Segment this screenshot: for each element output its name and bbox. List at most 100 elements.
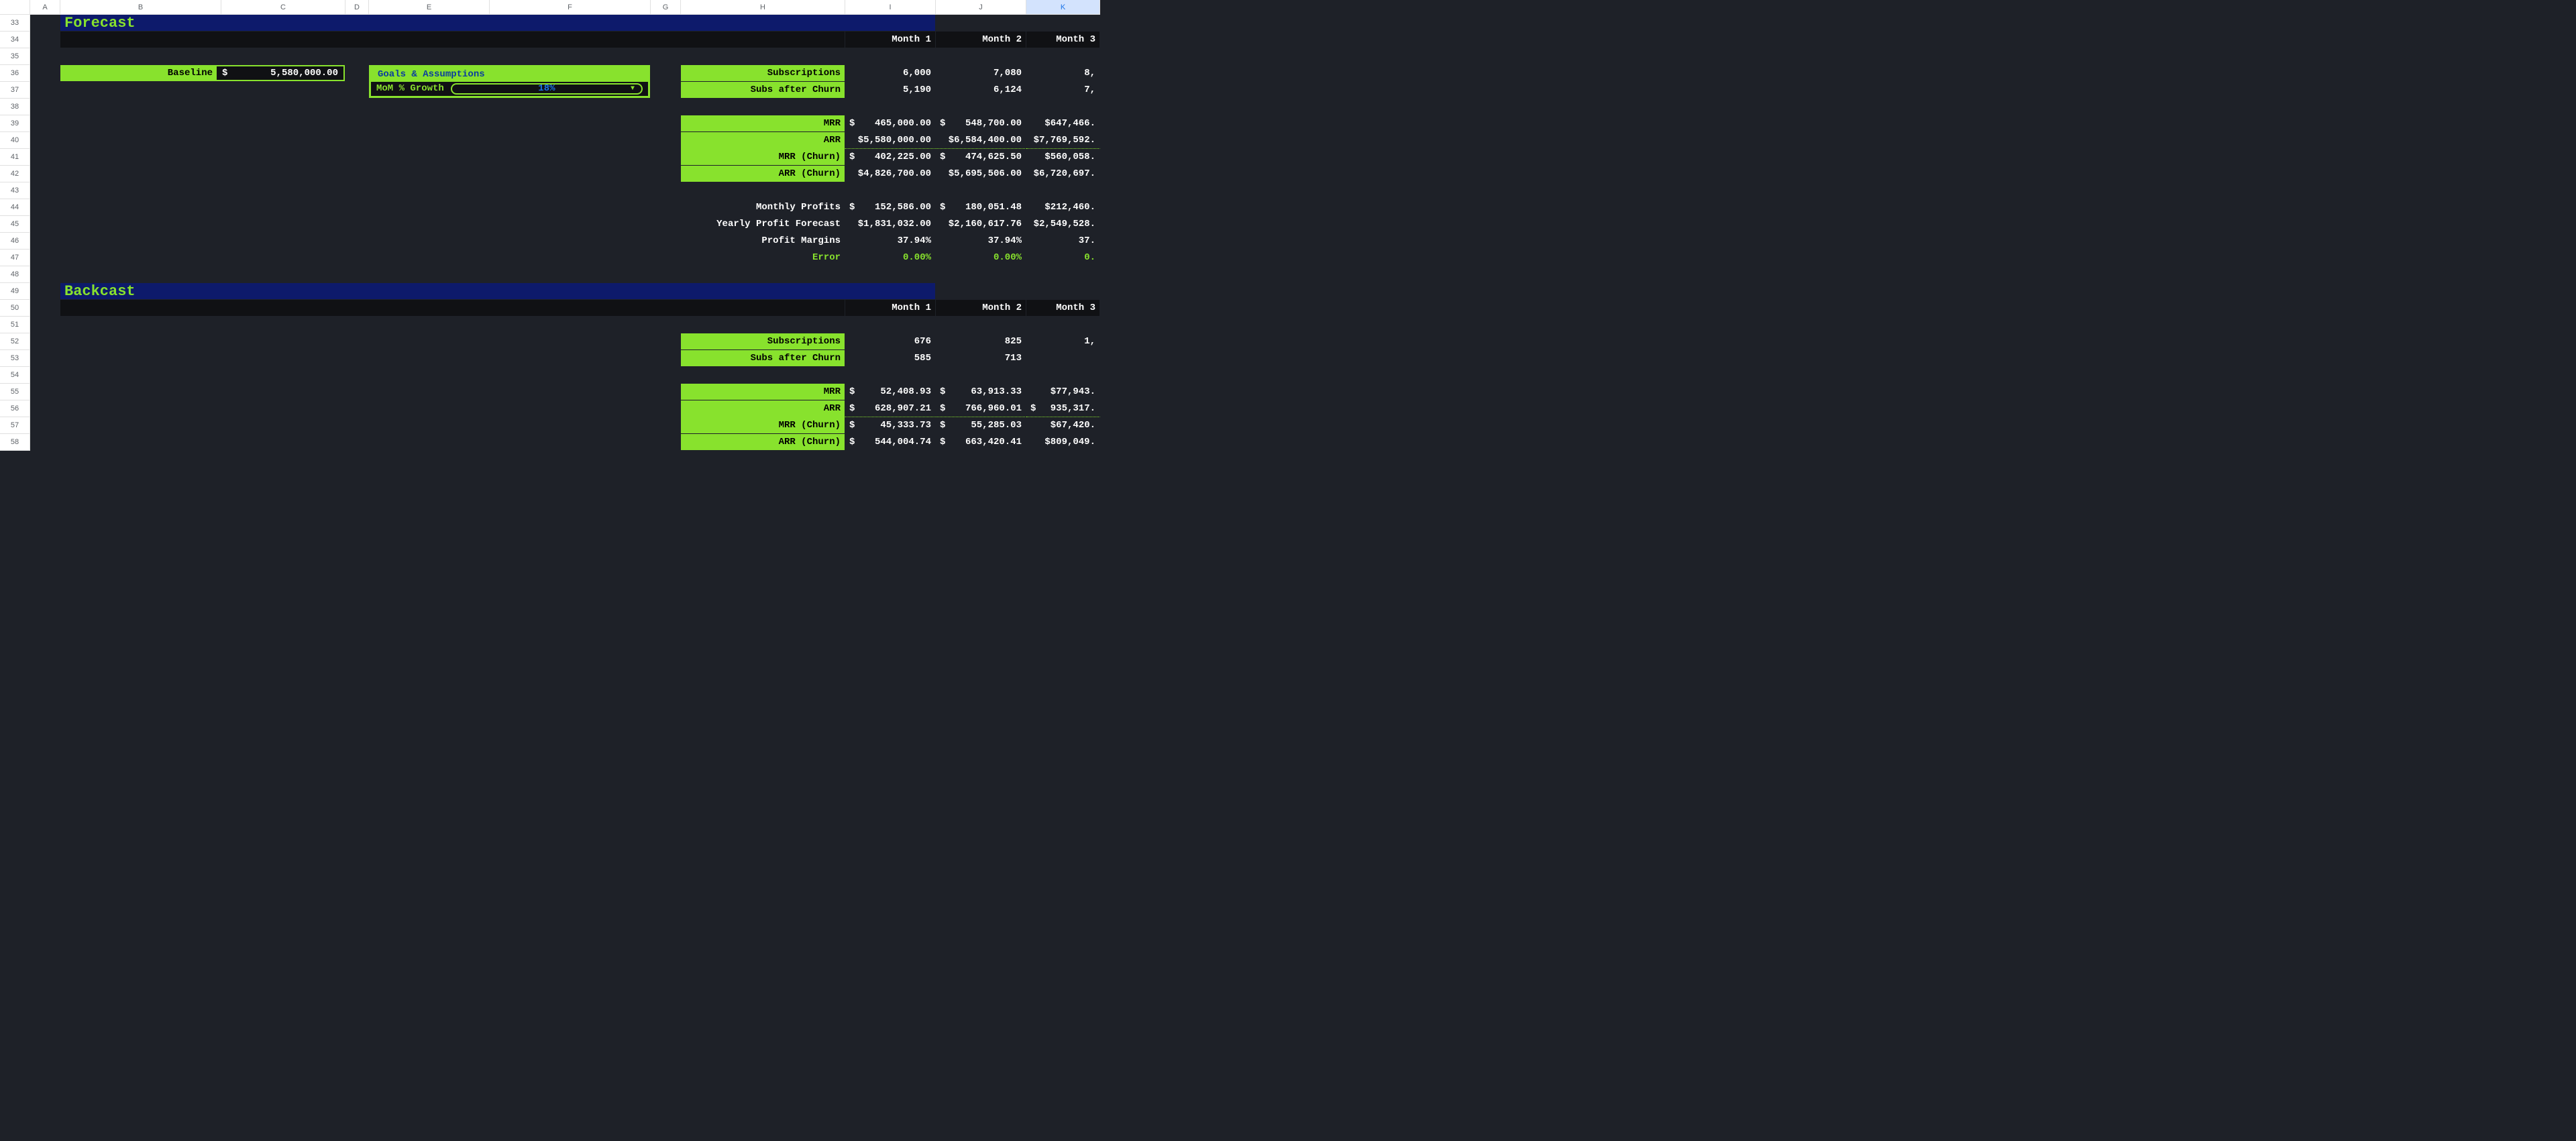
cell[interactable] [60, 182, 221, 199]
cell[interactable] [845, 48, 936, 65]
col-header-I[interactable]: I [845, 0, 936, 15]
cell[interactable] [30, 115, 60, 132]
value-cell[interactable]: $212,460. [1026, 199, 1100, 216]
cell[interactable] [369, 400, 490, 417]
cell[interactable] [651, 250, 681, 266]
cell[interactable] [651, 317, 681, 333]
cell[interactable] [369, 182, 490, 199]
cell[interactable] [490, 233, 651, 250]
cell[interactable] [936, 48, 1026, 65]
cell[interactable] [221, 400, 345, 417]
cell[interactable] [60, 166, 221, 182]
cell[interactable] [490, 132, 651, 149]
value-cell[interactable]: $663,420.41 [936, 434, 1026, 451]
cell[interactable] [30, 350, 60, 367]
col-header-J[interactable]: J [936, 0, 1026, 15]
cell[interactable] [845, 266, 936, 283]
row-header-39[interactable]: 39 [0, 115, 30, 132]
cell[interactable] [60, 317, 221, 333]
value-cell[interactable]: $474,625.50 [936, 149, 1026, 166]
cell[interactable] [60, 400, 221, 417]
cell[interactable] [221, 384, 345, 400]
cell[interactable] [369, 434, 490, 451]
cell[interactable] [60, 48, 221, 65]
cell[interactable] [60, 266, 221, 283]
cell[interactable] [221, 199, 345, 216]
cell[interactable] [30, 283, 60, 300]
value-cell[interactable]: $7,769,592. [1026, 132, 1100, 149]
subs-after-churn-label-cell[interactable]: Subs after Churn [681, 82, 845, 99]
cell[interactable] [60, 367, 221, 384]
value-cell[interactable]: 8, [1026, 65, 1100, 82]
cell[interactable]: ARR [681, 400, 845, 417]
cell[interactable] [651, 384, 681, 400]
cell[interactable] [345, 434, 369, 451]
cell[interactable] [30, 384, 60, 400]
cell[interactable] [345, 350, 369, 367]
value-cell[interactable]: $935,317. [1026, 400, 1100, 417]
cell[interactable] [490, 99, 651, 115]
value-cell[interactable]: 7,080 [936, 65, 1026, 82]
value-cell[interactable]: $2,549,528. [1026, 216, 1100, 233]
cell[interactable] [30, 333, 60, 350]
cell[interactable] [30, 233, 60, 250]
value-cell[interactable]: $809,049. [1026, 434, 1100, 451]
cell[interactable] [490, 367, 651, 384]
cell[interactable] [345, 166, 369, 182]
cell[interactable] [221, 82, 345, 99]
value-cell[interactable]: 6,000 [845, 65, 936, 82]
cell[interactable] [30, 32, 60, 48]
cell[interactable] [30, 317, 60, 333]
cell[interactable] [60, 132, 221, 149]
cell[interactable] [30, 400, 60, 417]
value-cell[interactable]: $1,831,032.00 [845, 216, 936, 233]
bc-arr-churn-label-cell[interactable]: ARR (Churn) [681, 434, 845, 451]
value-cell[interactable]: 5,190 [845, 82, 936, 99]
cell[interactable] [1026, 182, 1100, 199]
cell[interactable] [345, 417, 369, 434]
cell[interactable] [651, 266, 681, 283]
value-cell[interactable]: 37.94% [845, 233, 936, 250]
value-cell[interactable]: 0.00% [845, 250, 936, 266]
row-header-57[interactable]: 57 [0, 417, 30, 434]
row-header-58[interactable]: 58 [0, 434, 30, 451]
cell[interactable] [30, 300, 60, 317]
cell[interactable] [345, 367, 369, 384]
cell[interactable] [651, 350, 681, 367]
bc-mrr-label-cell[interactable]: MRR [681, 384, 845, 400]
cell[interactable] [1026, 266, 1100, 283]
value-cell[interactable]: $628,907.21 [845, 400, 936, 417]
cell[interactable] [369, 48, 490, 65]
value-cell[interactable]: 37.94% [936, 233, 1026, 250]
cell[interactable] [60, 149, 221, 166]
cell[interactable] [221, 166, 345, 182]
value-cell[interactable] [1026, 350, 1100, 367]
value-cell[interactable]: 825 [936, 333, 1026, 350]
cell[interactable]: Month 2 [936, 300, 1026, 317]
row-header-53[interactable]: 53 [0, 350, 30, 367]
row-header-51[interactable]: 51 [0, 317, 30, 333]
cell[interactable] [345, 250, 369, 266]
cell[interactable] [369, 317, 490, 333]
cell[interactable] [345, 266, 369, 283]
cell[interactable] [345, 199, 369, 216]
cell[interactable] [936, 266, 1026, 283]
cell[interactable] [490, 250, 651, 266]
cell[interactable] [60, 199, 221, 216]
cell[interactable] [345, 132, 369, 149]
cell[interactable] [490, 350, 651, 367]
row-header-54[interactable]: 54 [0, 367, 30, 384]
cell[interactable] [221, 48, 345, 65]
cell[interactable] [60, 99, 221, 115]
cell[interactable] [651, 434, 681, 451]
cell[interactable] [30, 65, 60, 82]
value-cell[interactable]: $5,580,000.00 [845, 132, 936, 149]
row-header-55[interactable]: 55 [0, 384, 30, 400]
mrr-churn-label-cell[interactable]: MRR (Churn) [681, 149, 845, 166]
cell[interactable] [936, 283, 1026, 300]
cell[interactable] [60, 350, 221, 367]
value-cell[interactable]: $544,004.74 [845, 434, 936, 451]
arr-churn-label-cell[interactable]: ARR (Churn) [681, 166, 845, 182]
bc-subs-label-cell[interactable]: Subscriptions [681, 333, 845, 350]
cell[interactable] [490, 417, 651, 434]
